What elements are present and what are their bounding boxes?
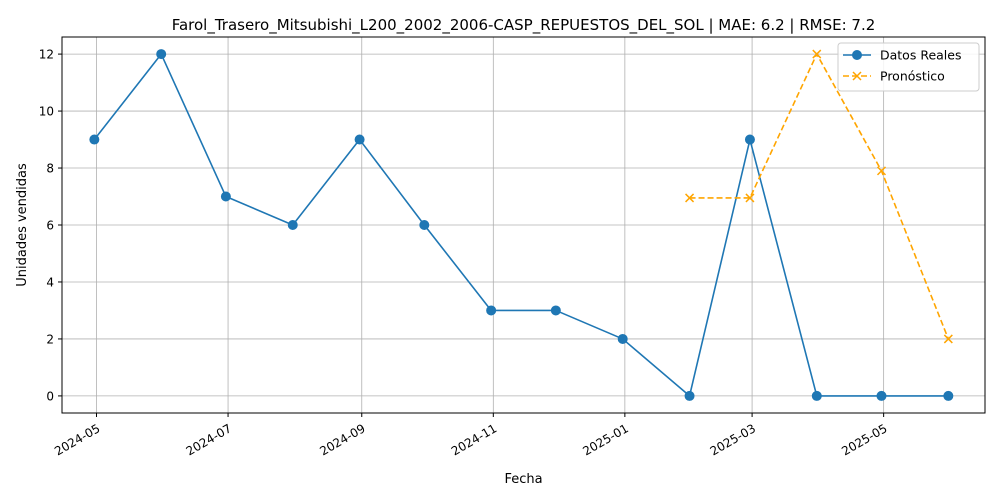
- data-point: [156, 49, 167, 60]
- y-tick-label: 8: [46, 162, 54, 176]
- data-point: [220, 191, 231, 202]
- legend-marker: [852, 50, 862, 60]
- data-point: [550, 305, 561, 316]
- series-0: [89, 49, 954, 401]
- x-axis-label: Fecha: [504, 472, 542, 487]
- chart-title: Farol_Trasero_Mitsubishi_L200_2002_2006-…: [172, 16, 876, 35]
- data-point: [745, 193, 755, 203]
- x-tick-label: 2024-05: [52, 421, 102, 458]
- data-point: [876, 390, 887, 401]
- x-tick-label: 2024-11: [449, 421, 499, 458]
- legend-label: Datos Reales: [880, 48, 961, 63]
- series-1: [685, 49, 953, 344]
- data-point: [685, 193, 695, 203]
- data-point: [744, 134, 755, 145]
- x-tick-label: 2024-07: [184, 421, 234, 458]
- y-tick-label: 12: [39, 48, 54, 62]
- data-point: [876, 166, 887, 176]
- data-point: [486, 305, 497, 316]
- data-point: [812, 49, 822, 59]
- series-line: [689, 53, 950, 340]
- legend-box: [837, 42, 980, 92]
- data-point: [684, 390, 695, 401]
- data-point: [943, 390, 954, 401]
- legend-label: Pronóstico: [880, 69, 945, 84]
- x-axis: 2024-05 2024-07 2024-09 2024-11 2025-01 2025-…: [52, 413, 890, 458]
- legend: Datos Reales Pronóstico: [837, 42, 980, 92]
- x-tick-label: 2025-01: [580, 421, 630, 458]
- y-axis: 0 2 4 6 8 10 12: [39, 48, 62, 403]
- data-point: [943, 334, 953, 344]
- data-point: [419, 220, 430, 230]
- y-tick-label: 10: [39, 105, 54, 119]
- x-tick-label: 2025-05: [839, 421, 889, 458]
- data-point: [617, 333, 628, 344]
- series-layer: [89, 49, 954, 401]
- y-tick-label: 2: [46, 332, 54, 346]
- grid: [62, 37, 985, 413]
- data-point: [89, 134, 100, 145]
- data-point: [354, 134, 365, 145]
- y-axis-label: Unidades vendidas: [15, 163, 30, 287]
- data-point: [811, 390, 822, 401]
- y-tick-label: 0: [46, 389, 54, 403]
- y-tick-label: 4: [46, 275, 54, 289]
- legend-marker: [852, 71, 862, 81]
- x-tick-label: 2024-09: [317, 421, 367, 458]
- y-tick-label: 6: [46, 219, 54, 233]
- data-point: [287, 220, 298, 230]
- series-line: [93, 53, 949, 397]
- x-tick-label: 2025-03: [708, 421, 758, 458]
